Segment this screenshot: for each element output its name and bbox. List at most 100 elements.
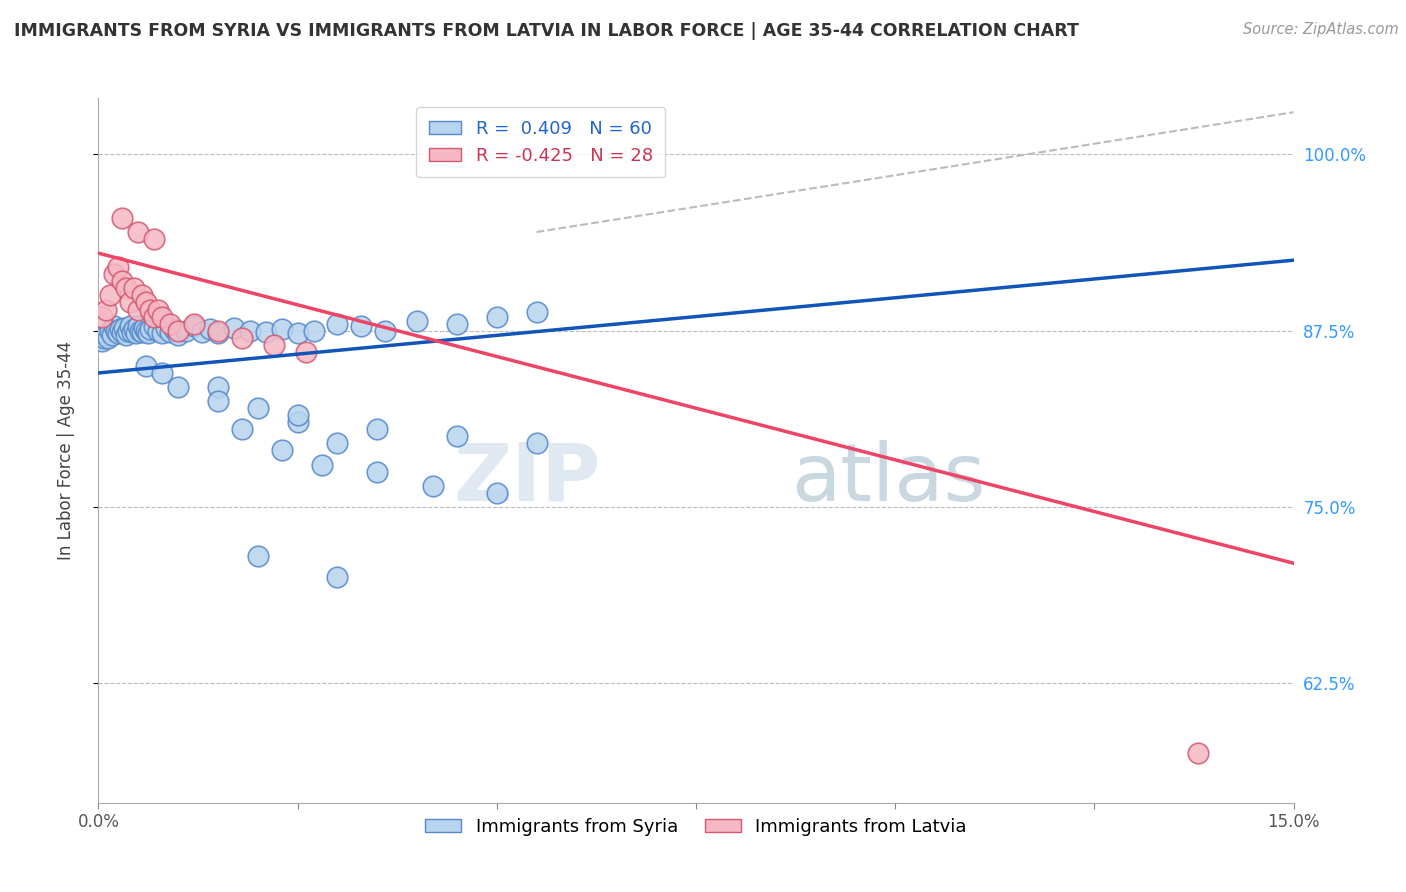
Point [115,281,138,295]
Text: ZIP: ZIP [453,440,600,517]
Point [120,295,142,310]
Point [270,322,292,336]
Point [287,408,309,422]
Point [97,331,120,345]
Point [422,478,444,492]
Point [135,295,157,310]
Point [135,324,157,338]
Point [112,321,135,335]
Point [98,324,122,338]
Point [246,401,269,416]
Point [107,326,129,341]
Point [91,310,114,324]
Point [103,319,125,334]
Point [485,310,508,324]
Point [131,325,153,339]
Point [135,359,157,373]
Point [183,317,205,331]
Point [526,436,548,450]
Point [207,380,229,394]
Point [350,319,373,334]
Point [287,326,309,341]
Point [446,429,468,443]
Point [148,324,170,338]
Point [107,260,129,275]
Point [406,314,429,328]
Point [98,288,122,302]
Point [167,380,190,394]
Point [96,302,118,317]
Point [124,281,146,295]
Point [127,225,149,239]
Point [294,344,316,359]
Point [117,324,139,338]
Point [207,326,229,341]
Point [207,394,229,409]
Point [246,549,269,564]
Point [103,268,125,282]
Text: IMMIGRANTS FROM SYRIA VS IMMIGRANTS FROM LATVIA IN LABOR FORCE | AGE 35-44 CORRE: IMMIGRANTS FROM SYRIA VS IMMIGRANTS FROM… [14,22,1078,40]
Point [222,321,245,335]
Point [270,443,292,458]
Point [1187,747,1209,761]
Point [127,302,149,317]
Point [231,331,253,345]
Point [91,334,114,348]
Point [326,436,349,450]
Point [131,288,153,302]
Point [191,325,214,339]
Point [136,326,159,341]
Text: atlas: atlas [792,440,986,517]
Point [239,324,262,338]
Y-axis label: In Labor Force | Age 35-44: In Labor Force | Age 35-44 [56,341,75,560]
Text: Source: ZipAtlas.com: Source: ZipAtlas.com [1243,22,1399,37]
Point [125,326,148,341]
Point [124,322,146,336]
Point [163,322,186,336]
Point [150,326,173,341]
Point [446,317,468,331]
Point [311,458,333,472]
Point [326,317,349,331]
Point [104,324,127,338]
Point [366,465,388,479]
Point [207,324,229,338]
Point [326,570,349,584]
Point [139,302,162,317]
Point [174,324,197,338]
Point [139,322,162,336]
Point [128,324,150,338]
Point [150,310,173,324]
Point [302,324,325,338]
Point [108,322,131,336]
Point [374,324,396,338]
Point [132,321,155,335]
Point [254,325,277,339]
Legend: Immigrants from Syria, Immigrants from Latvia: Immigrants from Syria, Immigrants from L… [418,811,974,843]
Point [148,302,170,317]
Point [101,327,124,342]
Point [143,319,166,334]
Point [111,325,134,339]
Point [143,232,166,246]
Point [366,422,388,436]
Point [167,327,190,342]
Point [526,305,548,319]
Point [159,317,181,331]
Point [485,485,508,500]
Point [115,327,138,342]
Point [167,324,190,338]
Point [231,422,253,436]
Point [127,319,149,334]
Point [183,319,205,334]
Point [287,415,309,429]
Point [263,338,285,352]
Point [111,211,134,225]
Point [143,310,166,324]
Point [155,321,177,335]
Point [111,274,134,288]
Point [198,322,221,336]
Point [121,325,143,339]
Point [93,331,115,345]
Point [159,325,181,339]
